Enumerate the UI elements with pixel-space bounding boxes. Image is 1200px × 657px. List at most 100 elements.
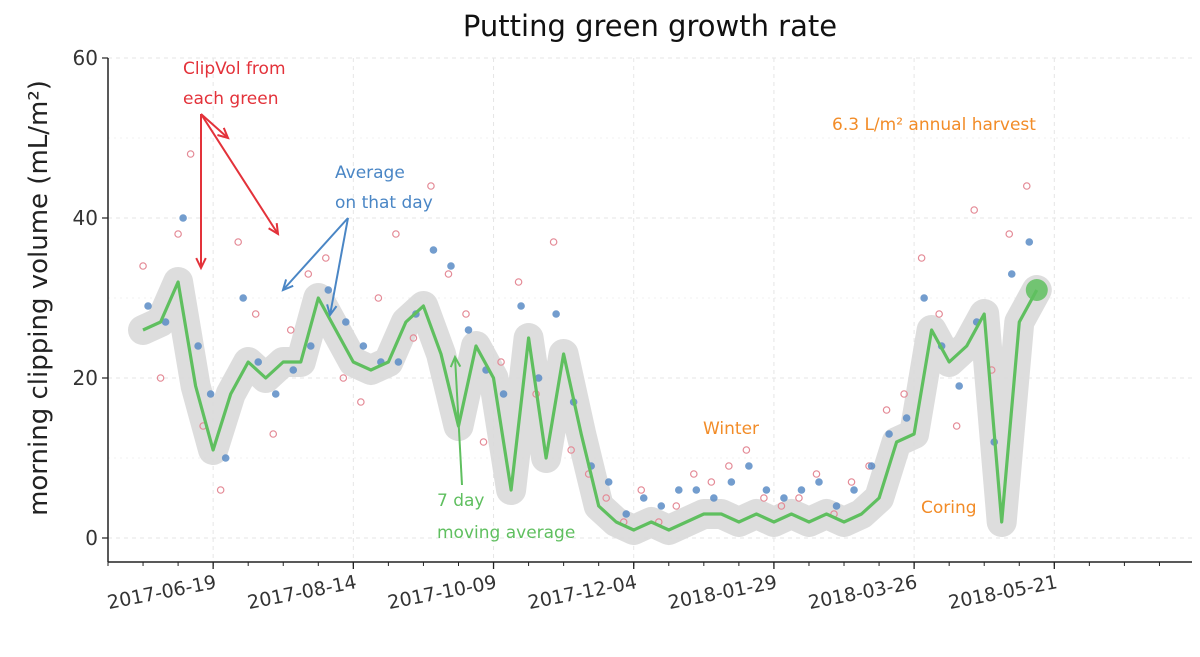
average-point <box>657 502 666 510</box>
clipvol-point <box>777 502 786 510</box>
clipvol-arrow-3-head <box>268 222 280 236</box>
annotation-coring: Coring <box>921 498 977 518</box>
y-tick-label: 0 <box>85 526 98 550</box>
clipvol-point <box>251 310 260 318</box>
average-point <box>206 390 215 398</box>
chart-title: Putting green growth rate <box>463 9 837 43</box>
average-point <box>797 486 806 494</box>
average-point <box>342 318 350 326</box>
clipvol-point <box>1005 230 1014 238</box>
average-arrow-1-head <box>281 279 294 292</box>
clipvol-point <box>339 374 348 382</box>
clipvol-point <box>795 494 803 502</box>
average-point <box>254 358 263 366</box>
clipvol-point <box>760 494 768 502</box>
x-tick-label: 2018-05-21 <box>947 571 1060 614</box>
average-point <box>324 286 333 294</box>
average-point <box>161 318 170 326</box>
average-arrow-2 <box>329 217 349 316</box>
average-point <box>692 486 701 494</box>
annotation-arrows <box>195 113 463 486</box>
average-point <box>499 390 508 398</box>
annotations: ClipVol from each green Average on that … <box>183 59 1036 543</box>
average-point <box>832 502 841 510</box>
clipvol-point <box>409 334 418 342</box>
clipvol-point <box>1022 182 1031 190</box>
average-point <box>867 462 876 470</box>
clipvol-point <box>847 478 856 486</box>
x-tick-label: 2018-01-29 <box>666 571 779 614</box>
clipvol-point <box>156 374 165 382</box>
clipvol-point <box>917 254 926 262</box>
average-point <box>674 486 683 494</box>
clipvol-point <box>514 278 523 286</box>
average-point <box>1007 270 1016 278</box>
clipvol-point <box>882 406 891 414</box>
clipvol-arrow-2-head <box>217 127 230 140</box>
clipvol-point <box>672 502 681 510</box>
average-point <box>447 262 455 270</box>
y-tick-label: 60 <box>73 46 98 70</box>
average-point <box>622 510 631 518</box>
clipvol-point <box>139 262 147 270</box>
average-point <box>534 374 543 382</box>
average-point <box>517 302 525 310</box>
annotation-moving-average-line2: moving average <box>437 523 575 543</box>
clipvol-point <box>602 494 610 502</box>
clipvol-point <box>812 470 821 478</box>
clipvol-arrow-2 <box>200 113 229 139</box>
clipvol-point <box>444 270 453 278</box>
grid <box>108 57 1192 562</box>
average-point <box>920 294 928 302</box>
clipvol-point <box>462 310 470 318</box>
average-point <box>179 214 187 222</box>
clipvol-point <box>690 470 698 478</box>
x-tick-label: 2017-08-14 <box>246 571 359 614</box>
clipvol-point <box>234 238 242 246</box>
y-tick-label: 40 <box>73 206 98 230</box>
average-point <box>710 494 718 502</box>
clipvol-point <box>322 254 330 262</box>
average-point <box>885 430 893 438</box>
y-tick-label: 20 <box>73 366 98 390</box>
average-point <box>144 302 152 310</box>
clipvol-point <box>186 150 195 158</box>
clipvol-point <box>637 486 646 494</box>
x-tick-label: 2018-03-26 <box>806 571 919 614</box>
average-point <box>815 478 823 486</box>
clipvol-point <box>269 430 278 438</box>
average-point <box>639 494 648 502</box>
y-axis-label: morning clipping volume (mL/m²) <box>24 80 54 516</box>
x-tick-label: 2017-06-19 <box>106 571 219 614</box>
clipvol-point <box>567 446 575 454</box>
average-point <box>902 414 911 422</box>
clipvol-point <box>707 478 716 486</box>
clipvol-arrow-1-head <box>195 257 207 271</box>
clipvol-point <box>216 486 225 494</box>
clipvol-point <box>970 206 978 214</box>
clipvol-point <box>357 398 365 406</box>
clipvol-arrow-3 <box>200 113 279 235</box>
annotation-winter: Winter <box>703 419 759 439</box>
clipvol-point <box>900 390 908 398</box>
average-point <box>552 310 560 318</box>
clipvol-point <box>952 422 961 430</box>
clipvol-point <box>304 270 313 278</box>
clipvol-point <box>725 462 733 470</box>
clipvol-point <box>374 294 383 302</box>
clipvol-point <box>392 230 400 238</box>
moving-average-line <box>142 279 1048 532</box>
moving-average-band <box>128 267 1052 545</box>
average-point <box>955 382 963 390</box>
average-point <box>221 454 230 462</box>
annotation-clipvol-line2: each green <box>183 89 279 109</box>
average-point <box>239 294 247 302</box>
clipvol-point <box>479 438 488 446</box>
annotation-annual-harvest: 6.3 L/m² annual harvest <box>832 115 1036 135</box>
clipvol-point <box>497 358 505 366</box>
moving-average-band-path <box>128 267 1052 545</box>
average-point <box>394 358 403 366</box>
moving-average-line-path <box>142 280 1039 532</box>
x-tick-label: 2017-10-09 <box>386 571 499 614</box>
average-arrow-2-head <box>326 304 338 318</box>
